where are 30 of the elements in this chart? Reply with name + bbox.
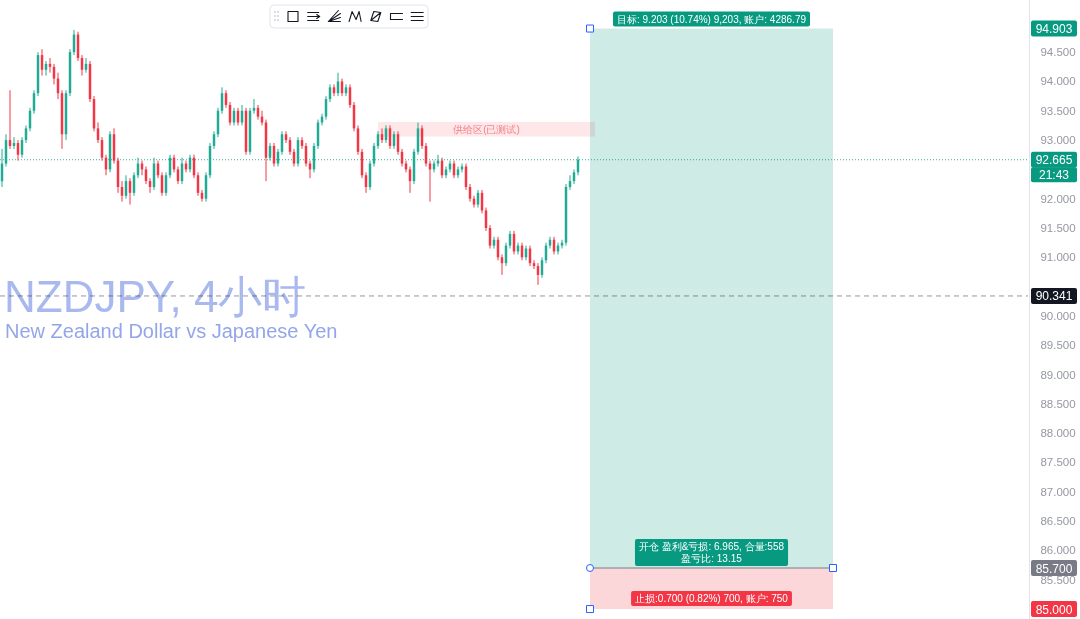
ref-line-label: 92.665 [1035, 153, 1073, 168]
annotation: 21:43 [1039, 167, 1069, 182]
y-tick-label: 89.500 [1040, 339, 1076, 352]
y-tick-label: 94.500 [1040, 46, 1076, 59]
y-tick-label: 91.500 [1040, 222, 1076, 234]
y-tick-label: 85.500 [1040, 573, 1076, 586]
y-tick-label: 85.700 [1035, 561, 1073, 576]
y-tick-label: 93.000 [1040, 134, 1076, 147]
y-tick-label: 88.000 [1040, 427, 1076, 440]
band-label: 供给区(已测试) [453, 123, 520, 135]
y-tick-label: 85.000 [1035, 602, 1073, 617]
y-tick-label: 93.500 [1040, 104, 1076, 117]
y-tick-label: 94.000 [1040, 75, 1076, 88]
band-label: 止损:0.700 (0.82%) 700, 账户: 750 [635, 593, 788, 605]
y-tick-label: 89.000 [1040, 368, 1076, 381]
y-tick-label: 94.903 [1035, 22, 1073, 37]
annotation: 盈亏比: 13.15 [681, 553, 742, 564]
annotation: 开仓 盈利&亏损: 6.965, 合量:558 [638, 541, 785, 552]
title: NZDJPY, 4小时 [4, 272, 307, 321]
y-tick-label: 91.000 [1040, 251, 1076, 264]
subtitle: New Zealand Dollar vs Japanese Yen [5, 320, 338, 342]
y-tick-label: 86.000 [1040, 544, 1076, 557]
y-tick-label: 87.000 [1040, 485, 1076, 498]
y-tick-label: 87.500 [1040, 456, 1076, 469]
y-tick-label: 90.000 [1040, 309, 1076, 322]
ref-line-label: 90.341 [1035, 289, 1073, 304]
band-label: 目标: 9.203 (10.74%) 9,203, 账户: 4286.79 [617, 13, 806, 25]
y-tick-label: 92.000 [1040, 192, 1076, 205]
y-tick-label: 86.500 [1040, 515, 1076, 528]
y-tick-label: 88.500 [1040, 397, 1076, 410]
